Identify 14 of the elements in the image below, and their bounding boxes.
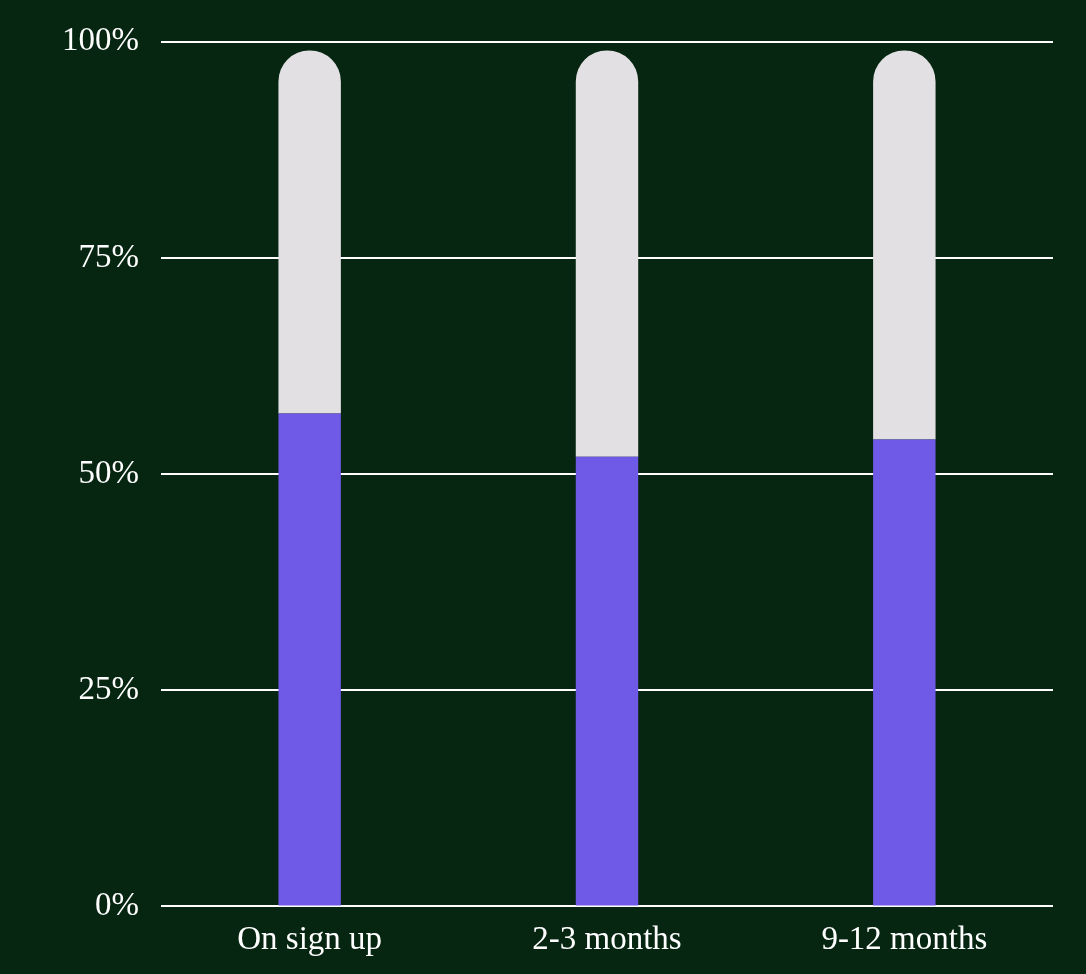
bar <box>575 456 639 906</box>
y-tick-label: 100% <box>61 21 139 58</box>
bar <box>278 50 341 414</box>
y-tick-label: 50% <box>78 453 139 490</box>
y-tick-label: 75% <box>78 237 139 274</box>
y-tick-label: 25% <box>78 669 139 706</box>
bar <box>575 50 639 457</box>
bar <box>873 439 936 906</box>
x-tick-label: 2-3 months <box>532 919 682 956</box>
y-tick-label: 0% <box>94 886 139 923</box>
bar <box>873 50 936 440</box>
x-tick-label: 9-12 months <box>821 919 988 956</box>
bar <box>278 413 341 906</box>
x-tick-label: On sign up <box>237 919 383 956</box>
